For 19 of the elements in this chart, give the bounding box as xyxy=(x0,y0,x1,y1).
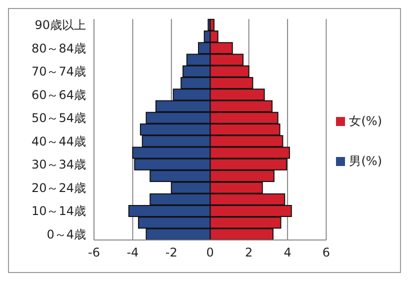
legend-label: 男(%) xyxy=(349,154,382,168)
y-tick-label: 0～4歳 xyxy=(46,227,86,242)
y-tick-label: 20～24歳 xyxy=(31,180,86,195)
x-tick-label: 6 xyxy=(322,246,330,260)
x-tick-label: 4 xyxy=(284,246,292,260)
x-tick-label: 0 xyxy=(206,246,214,260)
y-tick-label: 40～44歳 xyxy=(31,134,86,148)
x-tick-label: 2 xyxy=(245,246,253,260)
y-tick-label: 90歳以上 xyxy=(34,18,86,32)
x-tick-label: -2 xyxy=(165,246,178,260)
x-tick-label: -6 xyxy=(88,246,100,260)
y-tick-label: 80～84歳 xyxy=(31,41,86,56)
y-tick-label: 50～54歳 xyxy=(31,111,86,126)
y-tick-label: 30～34歳 xyxy=(31,158,86,172)
legend-label: 女(%) xyxy=(349,114,382,128)
y-tick-label: 10～14歳 xyxy=(31,204,86,218)
x-tick-label: -4 xyxy=(126,246,139,260)
y-tick-label: 60～64歳 xyxy=(31,88,86,102)
y-tick-label: 70～74歳 xyxy=(31,64,86,79)
